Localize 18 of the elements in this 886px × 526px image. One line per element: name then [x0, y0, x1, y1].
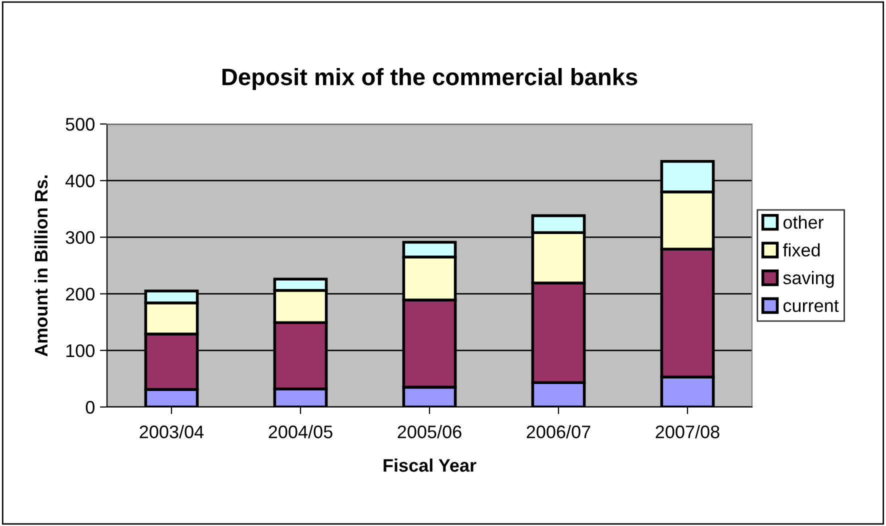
- y-tick-label: 0: [86, 400, 94, 414]
- y-tick-label: 100: [66, 344, 94, 358]
- chart-title: Deposit mix of the commercial banks: [222, 68, 638, 90]
- x-axis-title: Fiscal Year: [384, 458, 476, 472]
- x-tick-label: 2006/07: [526, 425, 590, 438]
- y-axis-title: Amount in Billion Rs.: [34, 175, 48, 356]
- y-tick-label: 200: [66, 288, 94, 301]
- x-tick-label: 2005/06: [398, 425, 462, 438]
- legend-label: other: [783, 215, 824, 229]
- x-tick-label: 2003/04: [140, 425, 204, 438]
- legend-label: fixed: [782, 243, 820, 257]
- x-tick-label: 2004/05: [268, 425, 332, 438]
- x-tick-label: 2007/08: [656, 425, 720, 438]
- y-tick-label: 400: [65, 174, 94, 188]
- y-tick-label: 500: [66, 118, 94, 131]
- y-tick-label: 300: [66, 231, 94, 244]
- legend-label: current: [783, 300, 839, 312]
- legend-label: saving: [783, 271, 834, 288]
